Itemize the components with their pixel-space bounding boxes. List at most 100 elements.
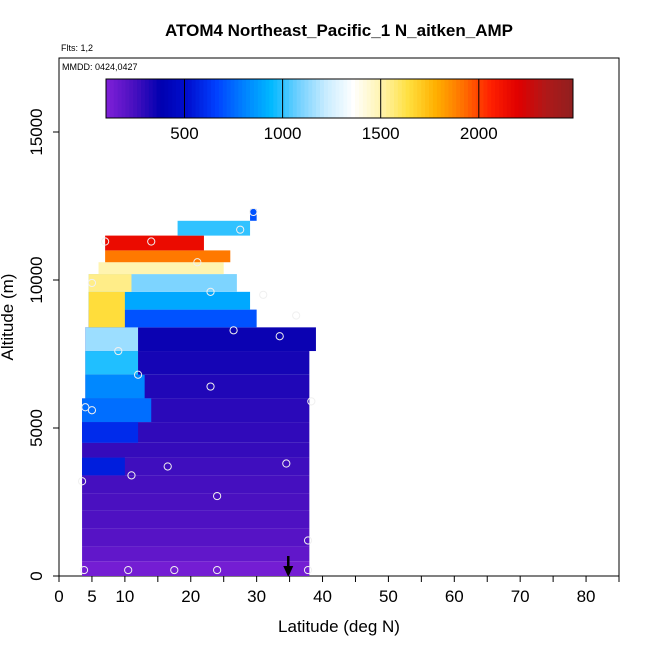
y-tick-label: 10000 bbox=[27, 256, 46, 303]
colorbar-swatch bbox=[152, 79, 158, 118]
observation-point bbox=[275, 332, 284, 341]
colorbar-swatch bbox=[265, 79, 270, 118]
colorbar-swatch bbox=[300, 79, 305, 118]
colorbar-swatch bbox=[526, 79, 531, 118]
colorbar-swatch bbox=[467, 79, 473, 118]
heatmap-cell bbox=[82, 457, 125, 476]
colorbar-swatch bbox=[522, 79, 527, 118]
observation-point bbox=[282, 459, 291, 468]
heatmap-cell bbox=[88, 309, 257, 328]
observation-point bbox=[259, 290, 268, 299]
colorbar-swatch bbox=[176, 79, 181, 118]
heatmap-cell bbox=[82, 475, 310, 494]
colorbar-swatch bbox=[499, 79, 504, 118]
colorbar-swatch bbox=[405, 79, 411, 118]
heatmap-cell bbox=[82, 422, 310, 443]
colorbar-swatch bbox=[288, 79, 294, 118]
colorbar-swatch bbox=[374, 79, 379, 118]
colorbar-swatch bbox=[312, 79, 317, 118]
colorbar-swatch bbox=[261, 79, 267, 118]
observation-markers bbox=[77, 207, 316, 575]
colorbar-swatch bbox=[160, 79, 165, 118]
y-axis-label: Altitude (m) bbox=[0, 274, 17, 361]
colorbar-swatch bbox=[355, 79, 360, 118]
observation-point bbox=[307, 397, 316, 406]
heatmap-cell bbox=[88, 291, 125, 328]
colorbar-swatch bbox=[296, 79, 302, 118]
heatmap-cell bbox=[250, 208, 257, 221]
colorbar-swatch bbox=[553, 79, 558, 118]
colorbar-swatch bbox=[308, 79, 313, 118]
colorbar-swatch bbox=[444, 79, 449, 118]
x-tick-label: 70 bbox=[511, 587, 530, 606]
y-tick-label: 15000 bbox=[27, 108, 46, 155]
colorbar-swatch bbox=[565, 79, 570, 118]
colorbar-swatch bbox=[222, 79, 228, 118]
colorbar-swatch bbox=[409, 79, 414, 118]
colorbar-swatch bbox=[327, 79, 333, 118]
colorbar-swatch bbox=[273, 79, 278, 118]
heatmap-cell bbox=[88, 274, 132, 292]
observation-point bbox=[81, 403, 90, 412]
colorbar: 500 1000 1500 2000 bbox=[105, 78, 574, 143]
x-tick-label: 40 bbox=[313, 587, 332, 606]
flights-label: Flts: 1,2 bbox=[61, 43, 93, 53]
observation-point bbox=[170, 565, 179, 575]
colorbar-swatch bbox=[417, 79, 422, 118]
colorbar-swatch bbox=[561, 79, 566, 118]
colorbar-swatch bbox=[214, 79, 220, 118]
colorbar-swatch bbox=[440, 79, 446, 118]
observation-point bbox=[236, 225, 245, 234]
colorbar-swatch bbox=[218, 79, 224, 118]
colorbar-swatch bbox=[238, 79, 243, 118]
colorbar-swatch bbox=[464, 79, 469, 118]
colorbar-swatch bbox=[456, 79, 461, 118]
heatmap-cell bbox=[85, 351, 310, 375]
colorbar-swatch bbox=[179, 79, 185, 118]
colorbar-swatch bbox=[129, 79, 134, 118]
colorbar-swatch bbox=[113, 79, 119, 118]
colorbar-swatch bbox=[448, 79, 453, 118]
colorbar-swatch bbox=[362, 79, 368, 118]
heatmap-cell bbox=[85, 374, 145, 399]
colorbar-swatch bbox=[343, 79, 348, 118]
colorbar-swatch bbox=[207, 79, 212, 118]
x-tick-label: 0 bbox=[54, 587, 63, 606]
colorbar-swatch bbox=[137, 79, 142, 118]
colorbar-swatch bbox=[358, 79, 364, 118]
colorbar-swatch bbox=[183, 79, 189, 118]
colorbar-swatch bbox=[246, 79, 251, 118]
colorbar-swatch bbox=[172, 79, 177, 118]
colorbar-swatch bbox=[257, 79, 263, 118]
colorbar-swatch bbox=[421, 79, 426, 118]
colorbar-swatch bbox=[199, 79, 204, 118]
heatmap-cell bbox=[82, 510, 310, 529]
colorbar-swatch bbox=[117, 79, 123, 118]
chart-title: ATOM4 Northeast_Pacific_1 N_aitken_AMP bbox=[165, 21, 513, 40]
colorbar-swatch bbox=[432, 79, 438, 118]
x-tick-label: 30 bbox=[247, 587, 266, 606]
colorbar-swatch bbox=[530, 79, 535, 118]
colorbar-swatch bbox=[518, 79, 523, 118]
colorbar-swatch bbox=[366, 79, 372, 118]
colorbar-swatch bbox=[292, 79, 298, 118]
colorbar-swatch bbox=[479, 79, 484, 118]
colorbar-swatch bbox=[230, 79, 235, 118]
observation-point bbox=[292, 311, 301, 320]
colorbar-swatch bbox=[429, 79, 434, 118]
colorbar-swatch bbox=[425, 79, 430, 118]
colorbar-tick-label: 500 bbox=[170, 124, 198, 143]
colorbar-swatch bbox=[242, 79, 247, 118]
heatmap-cell bbox=[82, 493, 310, 511]
colorbar-swatch bbox=[148, 79, 154, 118]
colorbar-swatch bbox=[390, 79, 395, 118]
observation-point bbox=[79, 565, 89, 575]
heatmap-cell bbox=[177, 220, 251, 236]
colorbar-tick-label: 2000 bbox=[460, 124, 498, 143]
colorbar-swatch bbox=[401, 79, 407, 118]
colorbar-swatch bbox=[502, 79, 508, 118]
colorbar-swatch bbox=[331, 79, 337, 118]
heatmap-cell bbox=[88, 291, 251, 310]
y-tick-label: 0 bbox=[27, 571, 46, 580]
